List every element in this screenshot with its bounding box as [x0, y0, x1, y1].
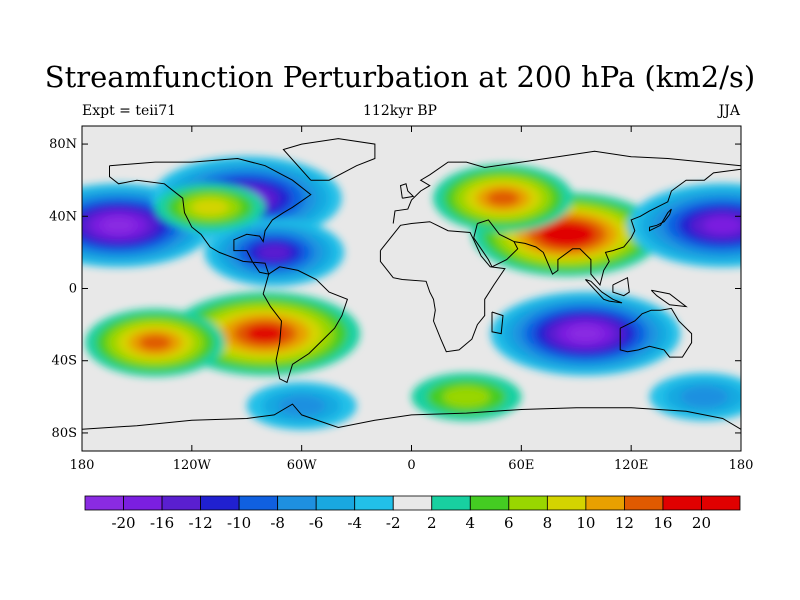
season-label: JJA: [718, 103, 740, 119]
field-contour-6-5: [258, 244, 291, 261]
field-contour-3-7: [101, 217, 136, 233]
colorbar-swatch: [200, 495, 240, 511]
colorbar-label: -2: [386, 514, 401, 532]
lat-tick-label: 0: [69, 282, 77, 297]
colorbar-label: 20: [692, 514, 711, 532]
coastline-11: [282, 138, 376, 181]
colorbar-label: 8: [543, 514, 553, 532]
colorbar-label: -6: [309, 514, 324, 532]
coastline-13: [612, 276, 630, 297]
coastline-6: [619, 307, 693, 358]
lon-tick-label: 180: [70, 458, 95, 473]
lat-tick-label: 40N: [49, 209, 77, 224]
lat-tick-label: 80N: [49, 137, 77, 152]
colorbar-swatch: [354, 495, 394, 511]
field-contour-10-2: [442, 386, 491, 408]
coastline-0: [109, 157, 312, 275]
lon-tick-label: 60E: [508, 458, 534, 473]
colorbar-label: -16: [150, 514, 174, 532]
coastline-4: [473, 219, 519, 268]
lon-tick-label: 180: [729, 458, 754, 473]
lon-tick-label: 0: [407, 458, 415, 473]
colorbar-swatch: [161, 495, 201, 511]
colorbar: -20 -16 -12 -10 -8 -6 -4 -2 2 4 6 8 10 12 16 20: [84, 495, 741, 532]
colorbar-label: -10: [227, 514, 251, 532]
colorbar-swatch: [123, 495, 163, 511]
lon-tick-label: 120E: [614, 458, 648, 473]
coastline-5: [513, 168, 741, 286]
field-contour-7-3: [191, 199, 229, 216]
coastline-3: [379, 221, 506, 353]
field-contour-8-6: [246, 325, 285, 343]
colorbar-swatch: [624, 495, 664, 511]
field-contour-0-7: [550, 226, 584, 242]
colorbar-label: -8: [270, 514, 285, 532]
coastline-8: [649, 208, 672, 232]
colorbar-label: 6: [504, 514, 514, 532]
field-contour-4-6: [703, 216, 741, 234]
colorbar-label: 10: [576, 514, 595, 532]
experiment-label: Expt = teii71: [82, 103, 177, 119]
map-field: [82, 126, 741, 451]
colorbar-label: -12: [189, 514, 213, 532]
colorbar-swatch: [238, 495, 279, 511]
colorbar-swatch: [701, 495, 741, 511]
coastline-1: [262, 266, 349, 384]
lat-tick-label: 40S: [52, 354, 77, 369]
coastline-7: [82, 403, 741, 430]
field-contour-2-7: [568, 326, 603, 342]
colorbar-label: -4: [347, 514, 362, 532]
coastline-10: [491, 311, 504, 335]
coastline-9: [399, 183, 415, 199]
coastline-14: [650, 289, 688, 308]
colorbar-label: 12: [615, 514, 634, 532]
field-contour-1-5: [486, 190, 520, 207]
time-label: 112kyr BP: [363, 103, 437, 119]
coastline-12: [585, 279, 623, 304]
colorbar-label: 4: [466, 514, 476, 532]
lon-tick-label: 120W: [173, 458, 212, 473]
colorbar-swatch: [662, 495, 702, 511]
colorbar-swatch: [585, 495, 625, 511]
colorbar-swatch: [431, 495, 471, 511]
colorbar-label: -20: [111, 514, 135, 532]
field-contour-11-2: [278, 395, 326, 417]
colorbar-swatch: [315, 495, 356, 511]
colorbar-swatch: [546, 495, 587, 511]
colorbar-swatch: [277, 495, 317, 511]
colorbar-swatch: [469, 495, 510, 511]
page-title: Streamfunction Perturbation at 200 hPa (…: [44, 60, 756, 94]
coastline-2: [392, 150, 741, 224]
colorbar-label: 16: [653, 514, 672, 532]
lat-tick-label: 80S: [52, 426, 77, 441]
field-contour-12-2: [680, 386, 728, 408]
colorbar-label: 2: [427, 514, 437, 532]
colorbar-swatch: [508, 495, 548, 511]
colorbar-swatch: [392, 495, 433, 511]
field-contour-9-5: [139, 334, 172, 351]
lon-tick-label: 60W: [287, 458, 318, 473]
colorbar-swatch: [84, 495, 124, 511]
